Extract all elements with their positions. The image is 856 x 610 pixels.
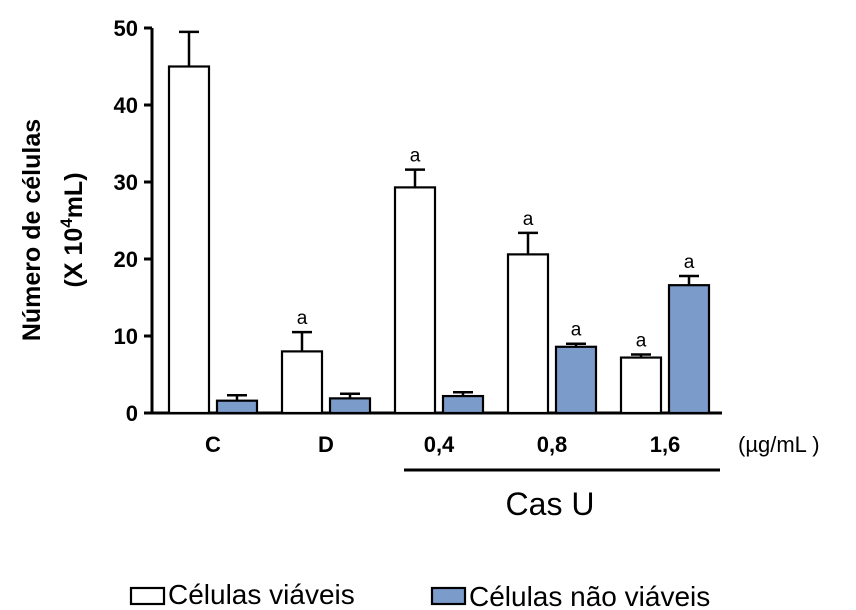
bar-nonviable — [328, 397, 372, 415]
bar-nonviable — [441, 394, 485, 415]
unit-label: (µg/mL ) — [738, 432, 820, 457]
y-tick-label: 20 — [114, 247, 138, 272]
significance-mark: a — [410, 146, 421, 167]
bar-nonviable — [554, 345, 598, 415]
y-tick-label: 30 — [114, 170, 138, 195]
legend-swatch-nonviable — [430, 586, 467, 606]
y-axis-title: Número de células (X 104mL) — [18, 119, 88, 341]
x-category-label: 1,6 — [650, 432, 681, 457]
y-axis-title-line2: (X 104mL) — [57, 172, 88, 287]
significance-mark: a — [523, 209, 534, 230]
bars: a a a a a a — [167, 30, 711, 415]
bar-viable — [167, 65, 211, 415]
y-tick-label: 10 — [114, 324, 138, 349]
bar-viable — [506, 253, 550, 415]
y-tick-label: 0 — [126, 401, 138, 426]
group-label: Cas U — [506, 486, 595, 522]
x-category-label: C — [205, 432, 221, 457]
bar-nonviable — [667, 284, 711, 415]
x-category-label: D — [318, 432, 334, 457]
bar-viable — [280, 350, 324, 415]
y-axis-title-line1: Número de células — [18, 119, 46, 341]
significance-mark: a — [297, 308, 308, 329]
x-category-label: 0,8 — [537, 432, 568, 457]
x-category-label: 0,4 — [424, 432, 455, 457]
legend-label-nonviable: Células não viáveis — [469, 581, 710, 610]
bar-viable — [393, 186, 437, 415]
y-tick-label: 40 — [114, 93, 138, 118]
significance-mark: a — [636, 330, 647, 351]
bar-viable — [619, 356, 663, 415]
significance-mark: a — [684, 252, 695, 273]
legend-swatch-viable — [129, 586, 166, 606]
category-labels: C D 0,4 0,8 1,6 — [205, 432, 680, 457]
y-tick-label: 50 — [114, 16, 138, 41]
legend-label-viable: Células viáveis — [168, 579, 355, 610]
legend: Células viáveis Células não viáveis — [129, 579, 710, 610]
bar-nonviable — [215, 399, 259, 415]
significance-mark: a — [571, 320, 582, 341]
